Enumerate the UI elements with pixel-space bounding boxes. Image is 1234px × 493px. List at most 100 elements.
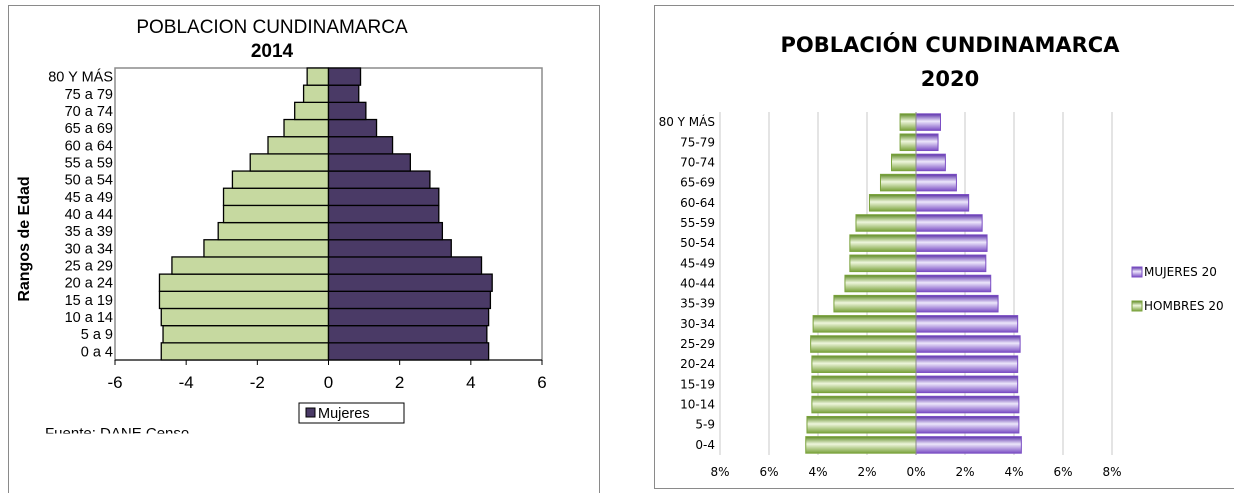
bar-mujeres-80-Y-MÁS — [915, 113, 941, 131]
bar-hombres-15-19 — [811, 375, 917, 394]
x-tick-label: 2% — [955, 465, 974, 479]
bar-mujeres-45-49 — [915, 254, 987, 273]
chart-subtitle: 2020 — [921, 67, 979, 91]
bar-hombres-75-79 — [899, 133, 917, 152]
y-tick-label: 25-29 — [680, 337, 715, 351]
y-tick-label: 55-59 — [680, 216, 715, 230]
bar-left-30-a-34 — [203, 239, 330, 258]
bar-left-50-a-54 — [231, 170, 330, 189]
y-tick-label: 40 a 44 — [65, 207, 113, 223]
legend-hombres-swatch — [1131, 300, 1143, 312]
bar-mujeres-35-39 — [915, 294, 999, 313]
bar-hombres-35-39 — [833, 294, 917, 313]
y-tick-label: 5-9 — [695, 418, 715, 432]
legend-mujeres-swatch — [1131, 266, 1143, 278]
bar-hombres-70-74 — [891, 153, 917, 172]
bar-left-40-a-44 — [222, 204, 330, 224]
y-tick-label: 60 a 64 — [65, 138, 113, 154]
bar-mujeres-15-a-19 — [327, 290, 492, 310]
x-tick-label: 6% — [759, 465, 778, 479]
bar-mujeres-75-79 — [915, 133, 939, 152]
pyramid-chart-2020: POBLACIÓN CUNDINAMARCA 2020 0-4 5-9 10-14 15-… — [659, 32, 1224, 479]
y-tick-label: 45 a 49 — [65, 190, 113, 206]
bar-mujeres-30-34 — [915, 315, 1019, 333]
bar-mujeres-35-a-39 — [327, 221, 444, 241]
bar-left-20-a-24 — [158, 273, 330, 292]
bar-left-10-a-14 — [160, 307, 330, 327]
legend-label-mujeres: Mujeres — [318, 406, 370, 422]
y-tick-label: 35 a 39 — [65, 224, 113, 240]
bar-mujeres-65-69 — [915, 173, 957, 192]
x-tick-label: 8% — [1102, 465, 1121, 479]
x-tick-label: 0% — [906, 465, 925, 479]
y-tick-label: 45-49 — [680, 256, 715, 270]
chart-panel-2020: POBLACIÓN CUNDINAMARCA 2020 0-4 5-9 10-14 15-… — [654, 5, 1234, 489]
y-tick-label: 10 a 14 — [65, 310, 113, 326]
bar-mujeres-40-a-44 — [327, 204, 440, 224]
x-tick-label: -2 — [250, 373, 265, 392]
y-axis-label: Rangos de Edad — [16, 176, 33, 301]
y-tick-label: 35-39 — [680, 297, 715, 311]
bar-mujeres-20-a-24 — [327, 273, 493, 292]
bar-hombres-5-9 — [806, 415, 917, 434]
bar-mujeres-45-a-49 — [327, 187, 440, 207]
y-tick-label: 0 a 4 — [81, 344, 113, 360]
y-tick-label: 15 a 19 — [65, 293, 113, 309]
bar-mujeres-40-44 — [915, 274, 992, 293]
bar-left-15-a-19 — [158, 290, 330, 310]
bar-hombres-50-54 — [849, 234, 917, 252]
bar-mujeres-15-19 — [915, 375, 1019, 394]
bar-mujeres-25-29 — [915, 335, 1021, 353]
bar-mujeres-10-a-14 — [327, 307, 490, 327]
bar-hombres-65-69 — [879, 173, 917, 192]
y-tick-label: 0-4 — [695, 438, 715, 452]
x-tick-label: 2 — [395, 373, 404, 392]
y-tick-label: 50 a 54 — [65, 173, 113, 189]
y-tick-label: 5 a 9 — [81, 327, 113, 343]
chart-subtitle: 2014 — [251, 41, 294, 62]
legend-mujeres-label: MUJERES 20 — [1144, 265, 1217, 279]
bar-left-0-a-4 — [160, 342, 330, 361]
bar-hombres-10-14 — [811, 395, 917, 414]
x-tick-label: 2% — [857, 465, 876, 479]
bar-left-65-a-69 — [283, 118, 330, 138]
bar-mujeres-55-59 — [915, 214, 983, 232]
x-tick-label: 6% — [1053, 465, 1072, 479]
bar-mujeres-20-24 — [915, 355, 1019, 373]
x-tick-label: 6 — [537, 373, 546, 392]
chart-title: POBLACIÓN CUNDINAMARCA — [781, 32, 1121, 57]
bar-mujeres-75-a-79 — [327, 84, 360, 104]
bar-hombres-40-44 — [844, 274, 917, 293]
x-tick-label: 0 — [324, 373, 333, 392]
legend-swatch-mujeres — [305, 407, 316, 418]
y-tick-label: 80 Y MÁS — [659, 114, 715, 129]
source-note: Fuente: DANE Censo — [45, 425, 189, 442]
bar-left-5-a-9 — [162, 324, 330, 344]
bar-left-45-a-49 — [222, 187, 330, 207]
y-tick-label: 60-64 — [680, 196, 715, 210]
x-tick-label: -4 — [179, 373, 194, 392]
bar-mujeres-65-a-69 — [327, 118, 378, 138]
legend-hombres-label: HOMBRES 20 — [1144, 299, 1224, 313]
y-tick-label: 80 Y MÁS — [48, 69, 113, 86]
bar-left-80-Y-MÁS — [306, 67, 330, 86]
bar-mujeres-60-a-64 — [327, 136, 394, 155]
y-tick-label: 65 a 69 — [65, 121, 113, 137]
y-tick-label: 30-34 — [680, 317, 715, 331]
y-tick-label: 75-79 — [680, 135, 715, 149]
bar-mujeres-50-a-54 — [327, 170, 431, 189]
bar-hombres-25-29 — [810, 335, 917, 353]
bar-hombres-60-64 — [868, 194, 917, 212]
chart-panel-2014: POBLACION CUNDINAMARCA 2014 -6 -4 -2 0 2 4 6 0 a … — [8, 5, 600, 493]
chart-title: POBLACION CUNDINAMARCA — [136, 17, 408, 38]
x-tick-label: 4% — [1004, 465, 1023, 479]
bar-mujeres-5-a-9 — [327, 324, 488, 344]
x-tick-label: 4 — [466, 373, 475, 392]
y-tick-label: 20 a 24 — [65, 276, 113, 292]
bar-left-70-a-74 — [294, 101, 330, 121]
y-tick-label: 20-24 — [680, 357, 715, 371]
bar-mujeres-70-74 — [915, 153, 946, 172]
bar-hombres-30-34 — [812, 315, 917, 333]
bar-mujeres-80-Y-MÁS — [327, 67, 362, 86]
